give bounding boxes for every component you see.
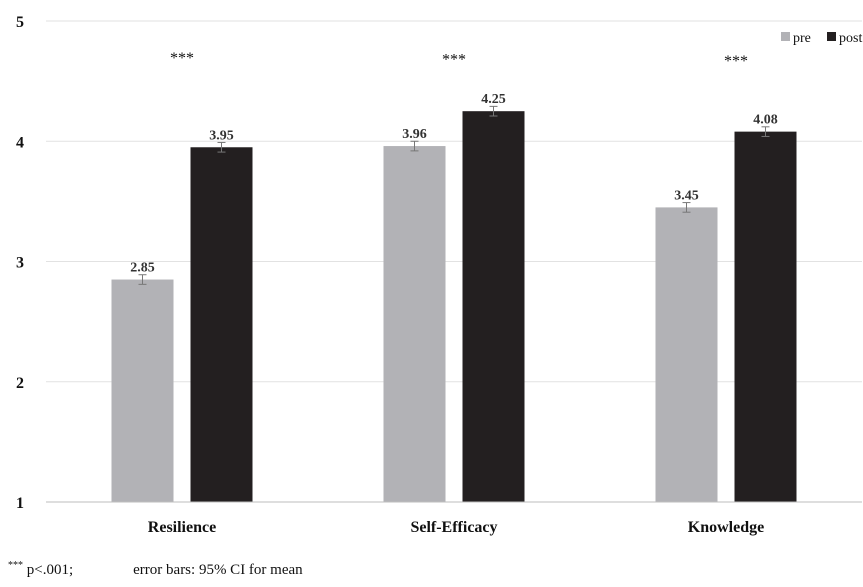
significance-markers: *** *** *** bbox=[170, 50, 748, 70]
value-labels: 2.85 3.95 3.96 4.25 3.45 4.08 bbox=[130, 92, 778, 275]
footnote: *** p<.001; error bars: 95% CI for mean bbox=[8, 560, 303, 579]
footnote-errorbars: error bars: 95% CI for mean bbox=[133, 562, 303, 578]
bars bbox=[111, 111, 797, 502]
value-label: 2.85 bbox=[130, 261, 155, 276]
bar-pre bbox=[655, 207, 718, 502]
y-tick-label: 3 bbox=[16, 255, 24, 272]
bar-pre bbox=[383, 146, 446, 502]
bar-post bbox=[734, 131, 797, 502]
y-tick-label: 2 bbox=[16, 375, 24, 392]
category-label: Knowledge bbox=[688, 519, 764, 536]
legend-swatch-post bbox=[827, 32, 836, 41]
footnote-significance: p<.001; bbox=[26, 562, 74, 578]
bar-pre bbox=[111, 279, 174, 502]
bar-post bbox=[190, 147, 253, 502]
value-label: 3.45 bbox=[674, 188, 699, 203]
legend: pre post bbox=[781, 31, 862, 46]
footnote-marker: *** bbox=[8, 560, 23, 571]
bar-post bbox=[462, 111, 525, 502]
x-axis-category-labels: Resilience Self-Efficacy Knowledge bbox=[148, 519, 764, 536]
y-tick-label: 4 bbox=[16, 134, 24, 151]
significance-marker: *** bbox=[724, 53, 748, 70]
y-tick-label: 1 bbox=[16, 495, 24, 512]
value-label: 4.25 bbox=[481, 92, 506, 107]
y-tick-label: 5 bbox=[16, 14, 24, 31]
gridlines bbox=[46, 20, 862, 383]
legend-label-pre: pre bbox=[793, 31, 811, 46]
significance-marker: *** bbox=[170, 50, 194, 67]
error-bars bbox=[138, 105, 770, 285]
category-label: Resilience bbox=[148, 519, 216, 536]
value-label: 3.96 bbox=[402, 127, 427, 142]
significance-marker: *** bbox=[442, 52, 466, 69]
value-label: 3.95 bbox=[209, 128, 234, 143]
legend-label-post: post bbox=[839, 31, 862, 46]
category-label: Self-Efficacy bbox=[410, 519, 497, 536]
y-axis-tick-labels: 1 2 3 4 5 bbox=[16, 14, 24, 512]
legend-swatch-pre bbox=[781, 32, 790, 41]
value-label: 4.08 bbox=[753, 113, 778, 128]
